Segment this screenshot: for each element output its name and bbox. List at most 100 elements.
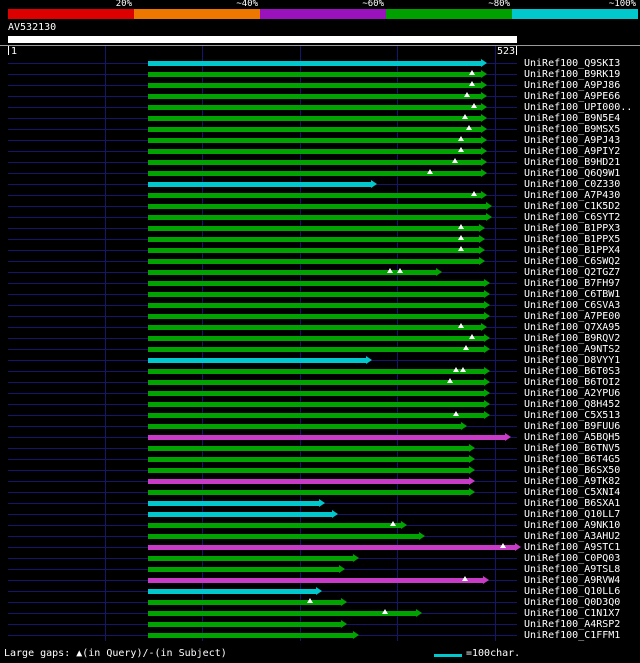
- alignment-bar[interactable]: [148, 325, 481, 330]
- hit-accession-label[interactable]: UniRef100_B6TNV5: [524, 443, 621, 454]
- alignment-bar[interactable]: [148, 127, 481, 132]
- hit-accession-label[interactable]: UniRef100_A9STC1: [524, 542, 621, 553]
- hit-accession-label[interactable]: UniRef100_Q10LL7: [524, 509, 621, 520]
- alignment-arrowhead-icon[interactable]: [484, 312, 490, 320]
- alignment-arrowhead-icon[interactable]: [332, 510, 338, 518]
- hit-accession-label[interactable]: UniRef100_B1PPX4: [524, 245, 621, 256]
- alignment-arrowhead-icon[interactable]: [479, 246, 485, 254]
- hit-accession-label[interactable]: UniRef100_B9FUU6: [524, 421, 621, 432]
- hit-accession-label[interactable]: UniRef100_A9PE66: [524, 91, 621, 102]
- hit-accession-label[interactable]: UniRef100_B6SXA1: [524, 498, 621, 509]
- alignment-bar[interactable]: [148, 303, 484, 308]
- alignment-bar[interactable]: [148, 413, 484, 418]
- alignment-bar[interactable]: [148, 556, 353, 561]
- alignment-arrowhead-icon[interactable]: [436, 268, 442, 276]
- alignment-arrowhead-icon[interactable]: [483, 576, 489, 584]
- alignment-bar[interactable]: [148, 633, 353, 638]
- hit-accession-label[interactable]: UniRef100_B1PPX3: [524, 223, 621, 234]
- hit-accession-label[interactable]: UniRef100_B9N5E4: [524, 113, 621, 124]
- alignment-arrowhead-icon[interactable]: [461, 422, 467, 430]
- alignment-bar[interactable]: [148, 215, 486, 220]
- hit-accession-label[interactable]: UniRef100_A7PE00: [524, 311, 621, 322]
- alignment-arrowhead-icon[interactable]: [479, 224, 485, 232]
- alignment-bar[interactable]: [148, 149, 481, 154]
- alignment-bar[interactable]: [148, 534, 419, 539]
- hit-accession-label[interactable]: UniRef100_B9RK19: [524, 69, 621, 80]
- alignment-arrowhead-icon[interactable]: [401, 521, 407, 529]
- hit-accession-label[interactable]: UniRef100_B6T4G5: [524, 454, 621, 465]
- alignment-bar[interactable]: [148, 424, 461, 429]
- alignment-bar[interactable]: [148, 347, 484, 352]
- alignment-bar[interactable]: [148, 171, 481, 176]
- hit-accession-label[interactable]: UniRef100_C1N1X7: [524, 608, 621, 619]
- hit-accession-label[interactable]: UniRef100_C6SVA3: [524, 300, 621, 311]
- hit-accession-label[interactable]: UniRef100_C5X513: [524, 410, 621, 421]
- alignment-bar[interactable]: [148, 512, 332, 517]
- hit-accession-label[interactable]: UniRef100_B9RQV2: [524, 333, 621, 344]
- alignment-arrowhead-icon[interactable]: [484, 367, 490, 375]
- alignment-bar[interactable]: [148, 523, 401, 528]
- alignment-arrowhead-icon[interactable]: [481, 125, 487, 133]
- hit-accession-label[interactable]: UniRef100_B1PPX5: [524, 234, 621, 245]
- alignment-arrowhead-icon[interactable]: [371, 180, 377, 188]
- alignment-bar[interactable]: [148, 160, 481, 165]
- hit-accession-label[interactable]: UniRef100_Q10LL6: [524, 586, 621, 597]
- alignment-bar[interactable]: [148, 468, 469, 473]
- alignment-bar[interactable]: [148, 545, 515, 550]
- hit-accession-label[interactable]: UniRef100_A9PJ43: [524, 135, 621, 146]
- alignment-arrowhead-icon[interactable]: [481, 147, 487, 155]
- hit-accession-label[interactable]: UniRef100_Q7XA95: [524, 322, 621, 333]
- hit-accession-label[interactable]: UniRef100_D8VYY1: [524, 355, 621, 366]
- alignment-arrowhead-icon[interactable]: [484, 290, 490, 298]
- alignment-bar[interactable]: [148, 138, 481, 143]
- hit-accession-label[interactable]: UniRef100_C0PQ03: [524, 553, 621, 564]
- hit-accession-label[interactable]: UniRef100_B7FH97: [524, 278, 621, 289]
- alignment-bar[interactable]: [148, 391, 484, 396]
- alignment-bar[interactable]: [148, 193, 481, 198]
- alignment-arrowhead-icon[interactable]: [416, 609, 422, 617]
- alignment-bar[interactable]: [148, 479, 469, 484]
- alignment-arrowhead-icon[interactable]: [515, 543, 521, 551]
- alignment-bar[interactable]: [148, 314, 484, 319]
- alignment-bar[interactable]: [148, 611, 416, 616]
- hit-accession-label[interactable]: UniRef100_A9TSL8: [524, 564, 621, 575]
- alignment-arrowhead-icon[interactable]: [481, 169, 487, 177]
- alignment-arrowhead-icon[interactable]: [484, 301, 490, 309]
- alignment-bar[interactable]: [148, 204, 486, 209]
- alignment-arrowhead-icon[interactable]: [341, 620, 347, 628]
- hit-accession-label[interactable]: UniRef100_C6TBW1: [524, 289, 621, 300]
- alignment-bar[interactable]: [148, 457, 469, 462]
- alignment-arrowhead-icon[interactable]: [481, 70, 487, 78]
- hit-accession-label[interactable]: UniRef100_A9PJ86: [524, 80, 621, 91]
- alignment-bar[interactable]: [148, 358, 366, 363]
- alignment-arrowhead-icon[interactable]: [505, 433, 511, 441]
- alignment-arrowhead-icon[interactable]: [484, 411, 490, 419]
- hit-accession-label[interactable]: UniRef100_A9RVW4: [524, 575, 621, 586]
- hit-accession-label[interactable]: UniRef100_UPI000..: [524, 102, 633, 113]
- alignment-arrowhead-icon[interactable]: [316, 587, 322, 595]
- hit-accession-label[interactable]: UniRef100_C0Z330: [524, 179, 621, 190]
- alignment-arrowhead-icon[interactable]: [481, 92, 487, 100]
- hit-accession-label[interactable]: UniRef100_A7P430: [524, 190, 621, 201]
- hit-accession-label[interactable]: UniRef100_C6SYT2: [524, 212, 621, 223]
- alignment-arrowhead-icon[interactable]: [419, 532, 425, 540]
- alignment-bar[interactable]: [148, 622, 341, 627]
- alignment-arrowhead-icon[interactable]: [469, 444, 475, 452]
- alignment-bar[interactable]: [148, 567, 339, 572]
- alignment-arrowhead-icon[interactable]: [484, 389, 490, 397]
- alignment-bar[interactable]: [148, 402, 484, 407]
- alignment-arrowhead-icon[interactable]: [319, 499, 325, 507]
- alignment-bar[interactable]: [148, 182, 371, 187]
- alignment-arrowhead-icon[interactable]: [479, 235, 485, 243]
- alignment-arrowhead-icon[interactable]: [469, 466, 475, 474]
- alignment-bar[interactable]: [148, 259, 479, 264]
- alignment-bar[interactable]: [148, 105, 481, 110]
- alignment-bar[interactable]: [148, 578, 483, 583]
- alignment-bar[interactable]: [148, 61, 481, 66]
- alignment-arrowhead-icon[interactable]: [486, 202, 492, 210]
- hit-accession-label[interactable]: UniRef100_A9NK10: [524, 520, 621, 531]
- alignment-bar[interactable]: [148, 292, 484, 297]
- hit-accession-label[interactable]: UniRef100_A2YPU6: [524, 388, 621, 399]
- hit-accession-label[interactable]: UniRef100_B9MSX5: [524, 124, 621, 135]
- alignment-bar[interactable]: [148, 281, 484, 286]
